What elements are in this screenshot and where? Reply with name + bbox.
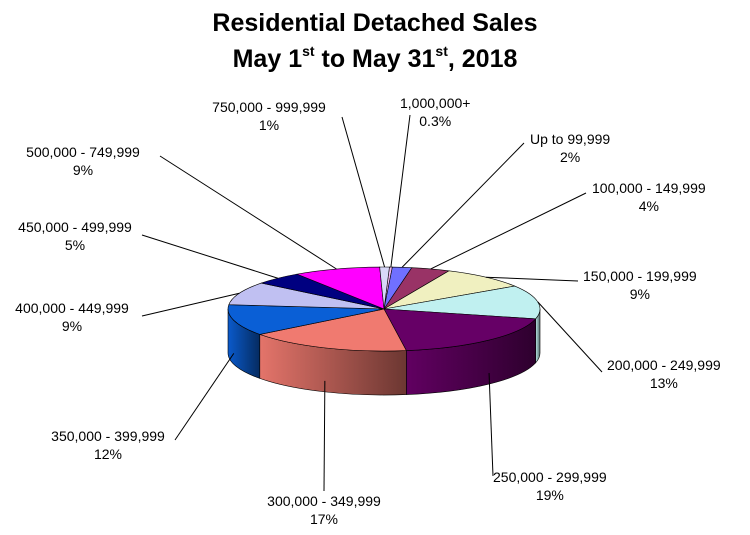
slice-value-0: 0.3% — [419, 113, 451, 129]
pie-slice-5 — [383, 308, 537, 351]
leader-line-4 — [537, 301, 603, 373]
leader-line-8 — [141, 292, 240, 317]
leader-line-3 — [485, 276, 579, 282]
leader-line-2 — [430, 192, 587, 270]
title-ordinal-2: st — [435, 42, 448, 59]
title-date-end: to May 31 — [314, 45, 436, 73]
chart-title-line-2: May 1st to May 31st, 2018 — [0, 44, 750, 74]
slice-label-4: 200,000 - 249,999 — [607, 357, 721, 373]
slice-label-2: 100,000 - 149,999 — [592, 180, 706, 196]
slice-value-2: 4% — [639, 198, 659, 214]
chart-title-text: Residential Detached Sales — [212, 9, 538, 37]
slice-label-5: 250,000 - 299,999 — [493, 469, 607, 485]
leader-line-1 — [401, 142, 525, 268]
pie-slice-4 — [383, 285, 541, 320]
slice-label-7: 350,000 - 399,999 — [51, 428, 165, 444]
leader-line-6 — [323, 380, 326, 492]
chart-title-line-1: Residential Detached Sales — [0, 8, 750, 38]
slice-label-6: 300,000 - 349,999 — [267, 493, 381, 509]
slice-label-8: 400,000 - 449,999 — [15, 300, 129, 316]
leader-line-11 — [341, 116, 386, 268]
slice-label-0: 1,000,000+ — [400, 95, 470, 111]
slice-value-4: 13% — [650, 375, 678, 391]
slice-value-9: 5% — [65, 237, 85, 253]
slice-label-11: 750,000 - 999,999 — [212, 99, 326, 115]
slice-value-10: 9% — [73, 162, 93, 178]
pie-slice-7 — [227, 304, 385, 335]
pie-slice-6 — [258, 308, 407, 352]
pie-slice-10 — [295, 266, 385, 310]
slice-value-1: 2% — [560, 149, 580, 165]
pie-slice-3 — [383, 270, 516, 310]
slice-value-11: 1% — [259, 117, 279, 133]
slice-value-8: 9% — [62, 318, 82, 334]
title-year: , 2018 — [447, 45, 518, 73]
slice-value-6: 17% — [310, 511, 338, 527]
title-ordinal-1: st — [302, 42, 315, 59]
slice-value-7: 12% — [94, 446, 122, 462]
leader-line-0 — [390, 114, 411, 268]
leader-line-5 — [488, 373, 494, 477]
leader-line-7 — [174, 353, 235, 441]
slice-value-5: 19% — [536, 487, 564, 503]
leader-lines — [141, 114, 603, 492]
leader-line-10 — [159, 155, 337, 270]
slice-label-1: Up to 99,999 — [530, 131, 610, 147]
leader-line-9 — [141, 234, 279, 279]
title-date-start: May 1 — [232, 45, 303, 73]
slice-value-3: 9% — [630, 286, 650, 302]
pie-slice-11 — [379, 266, 390, 310]
slice-label-10: 500,000 - 749,999 — [26, 144, 140, 160]
slice-label-3: 150,000 - 199,999 — [583, 268, 697, 284]
pie-slice-8 — [228, 282, 385, 310]
pie-tops — [227, 266, 541, 352]
slice-label-9: 450,000 - 499,999 — [18, 219, 132, 235]
slice-labels: 1,000,000+ 0.3% Up to 99,999 2% 100,000 - 14… — [15, 95, 721, 527]
pie-sides — [227, 308, 541, 396]
